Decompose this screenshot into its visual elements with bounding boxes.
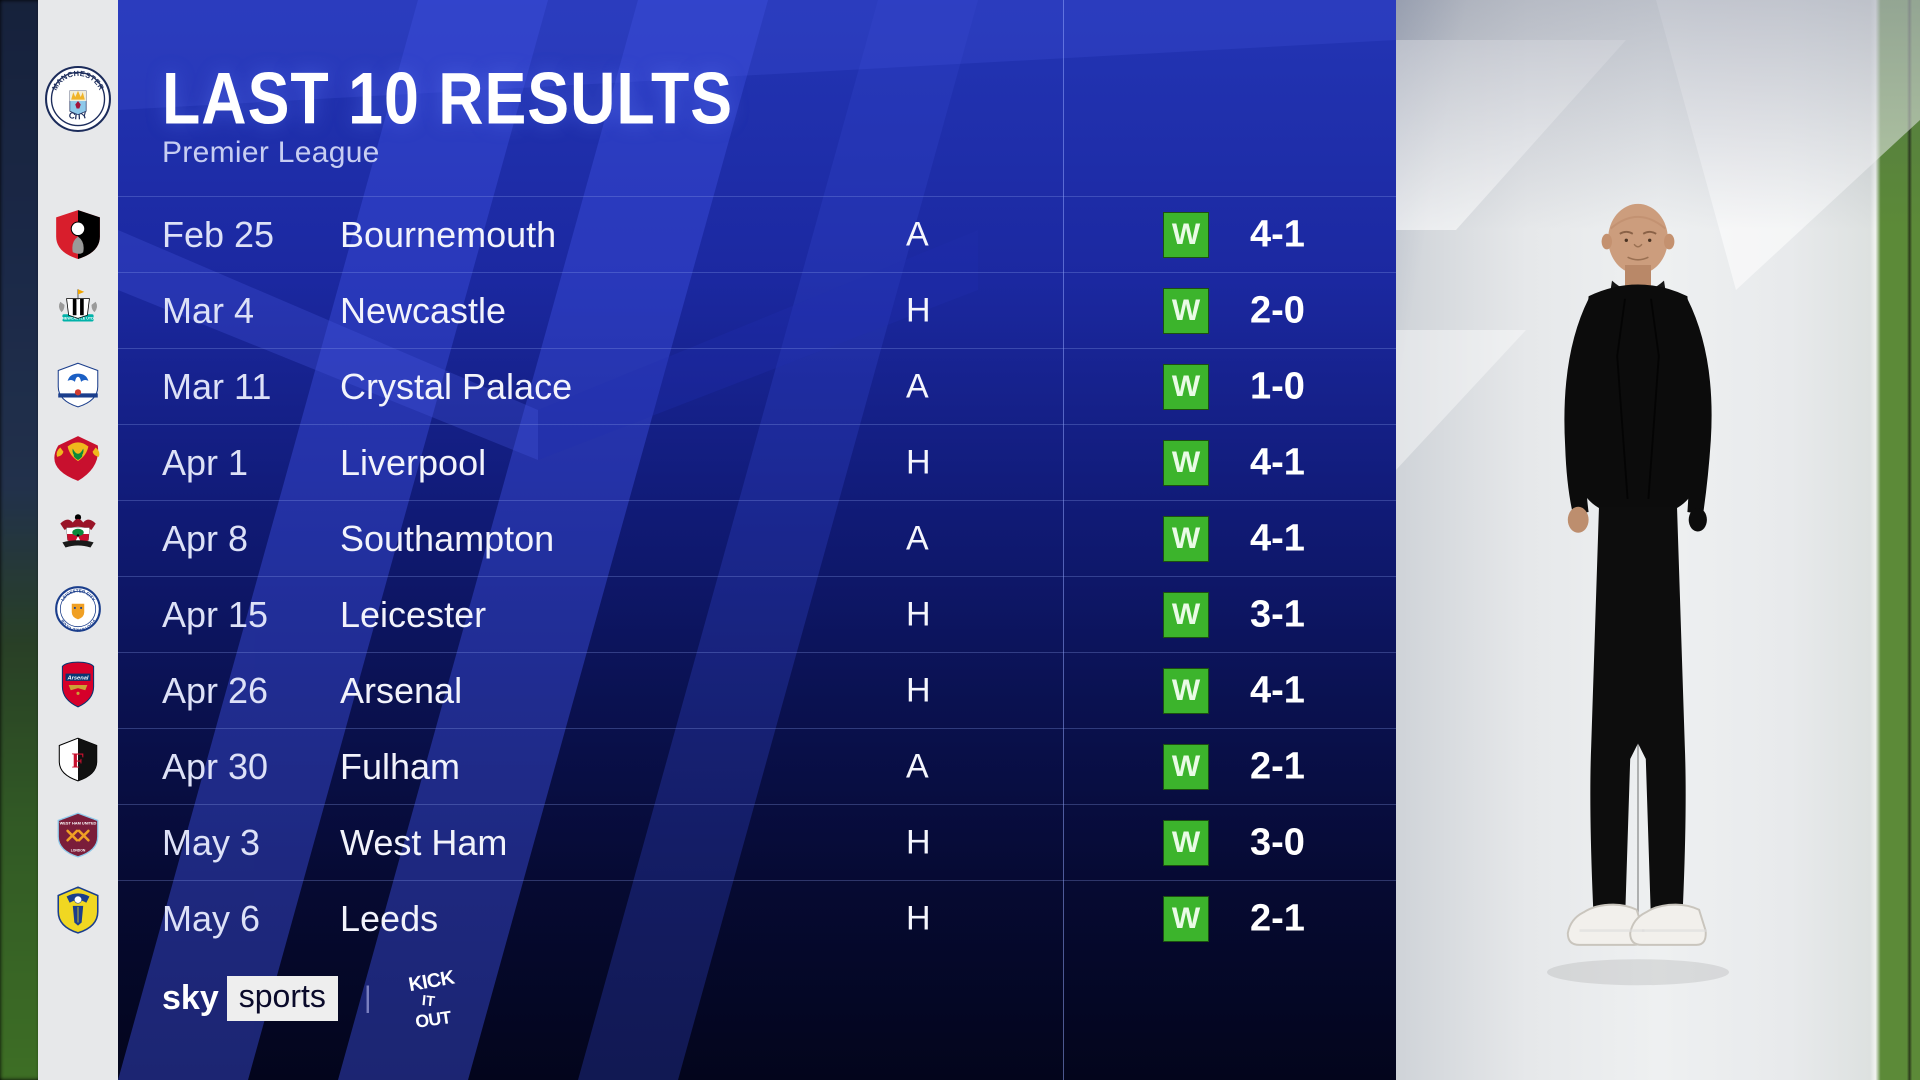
svg-text:IT: IT [421, 993, 436, 1010]
svg-text:KICK: KICK [407, 966, 457, 996]
svg-text:OUT: OUT [414, 1007, 453, 1031]
svg-text:F: F [72, 749, 85, 772]
svg-text:Arsenal: Arsenal [67, 675, 89, 681]
svg-text:LONDON: LONDON [71, 848, 86, 852]
svg-text:WEST HAM UNITED: WEST HAM UNITED [60, 820, 97, 825]
